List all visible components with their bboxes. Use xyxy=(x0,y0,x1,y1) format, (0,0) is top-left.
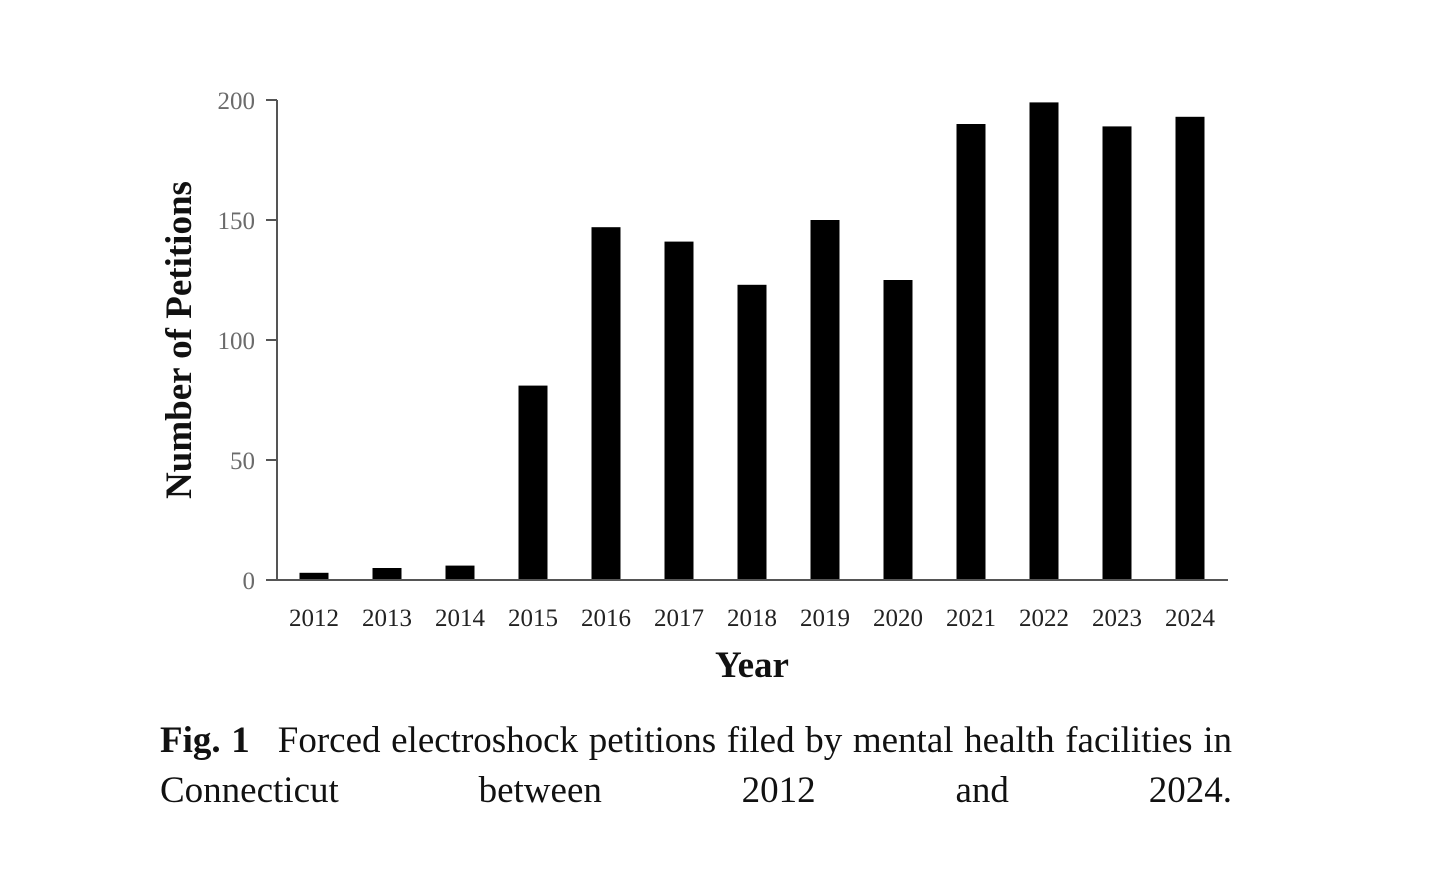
x-tick-label: 2017 xyxy=(654,605,704,632)
bar-2020 xyxy=(883,280,913,580)
bar-2019 xyxy=(810,220,840,580)
x-tick-label: 2023 xyxy=(1092,605,1142,632)
x-tick-label: 2018 xyxy=(727,605,777,632)
bars-group xyxy=(299,102,1205,581)
bar-2017 xyxy=(664,241,694,580)
x-axis-title: Year xyxy=(715,645,789,686)
x-tick-label: 2019 xyxy=(800,605,850,632)
bar-2022 xyxy=(1029,102,1059,581)
x-tick-label: 2014 xyxy=(435,605,486,632)
x-tick-label: 2012 xyxy=(289,605,339,632)
bar-2021 xyxy=(956,124,986,580)
bar-2023 xyxy=(1102,126,1132,581)
bar-2018 xyxy=(737,284,767,580)
x-labels-group: 2012 2013 2014 2015 2016 2017 2018 2019 2020 2021… xyxy=(289,605,1216,632)
y-tick-label: 0 xyxy=(243,568,256,595)
bar-2013 xyxy=(372,568,402,580)
x-tick-label: 2024 xyxy=(1165,605,1216,632)
x-tick-label: 2015 xyxy=(508,605,558,632)
x-tick-label: 2016 xyxy=(581,605,631,632)
bar-2014 xyxy=(445,565,475,580)
x-tick-label: 2013 xyxy=(362,605,412,632)
y-tick-label: 150 xyxy=(218,208,256,235)
figure-label: Fig. 1 xyxy=(160,720,250,761)
caption-text: Forced electroshock petitions filed by m… xyxy=(160,720,1232,811)
bar-2024 xyxy=(1175,116,1205,581)
y-tick-label: 50 xyxy=(230,448,255,475)
bar-2015 xyxy=(518,385,548,580)
y-tick-label: 200 xyxy=(218,88,256,115)
x-tick-label: 2022 xyxy=(1019,605,1069,632)
x-tick-label: 2020 xyxy=(873,605,923,632)
bar-2016 xyxy=(591,227,621,580)
y-axis-title: Number of Petitions xyxy=(159,181,200,499)
y-tick-label: 100 xyxy=(218,328,256,355)
figure-caption: Fig. 1 Forced electroshock petitions file… xyxy=(160,716,1232,816)
y-ticks-group: 0 50 100 150 200 xyxy=(218,88,277,595)
x-tick-label: 2021 xyxy=(946,605,996,632)
bar-2012 xyxy=(299,572,329,580)
